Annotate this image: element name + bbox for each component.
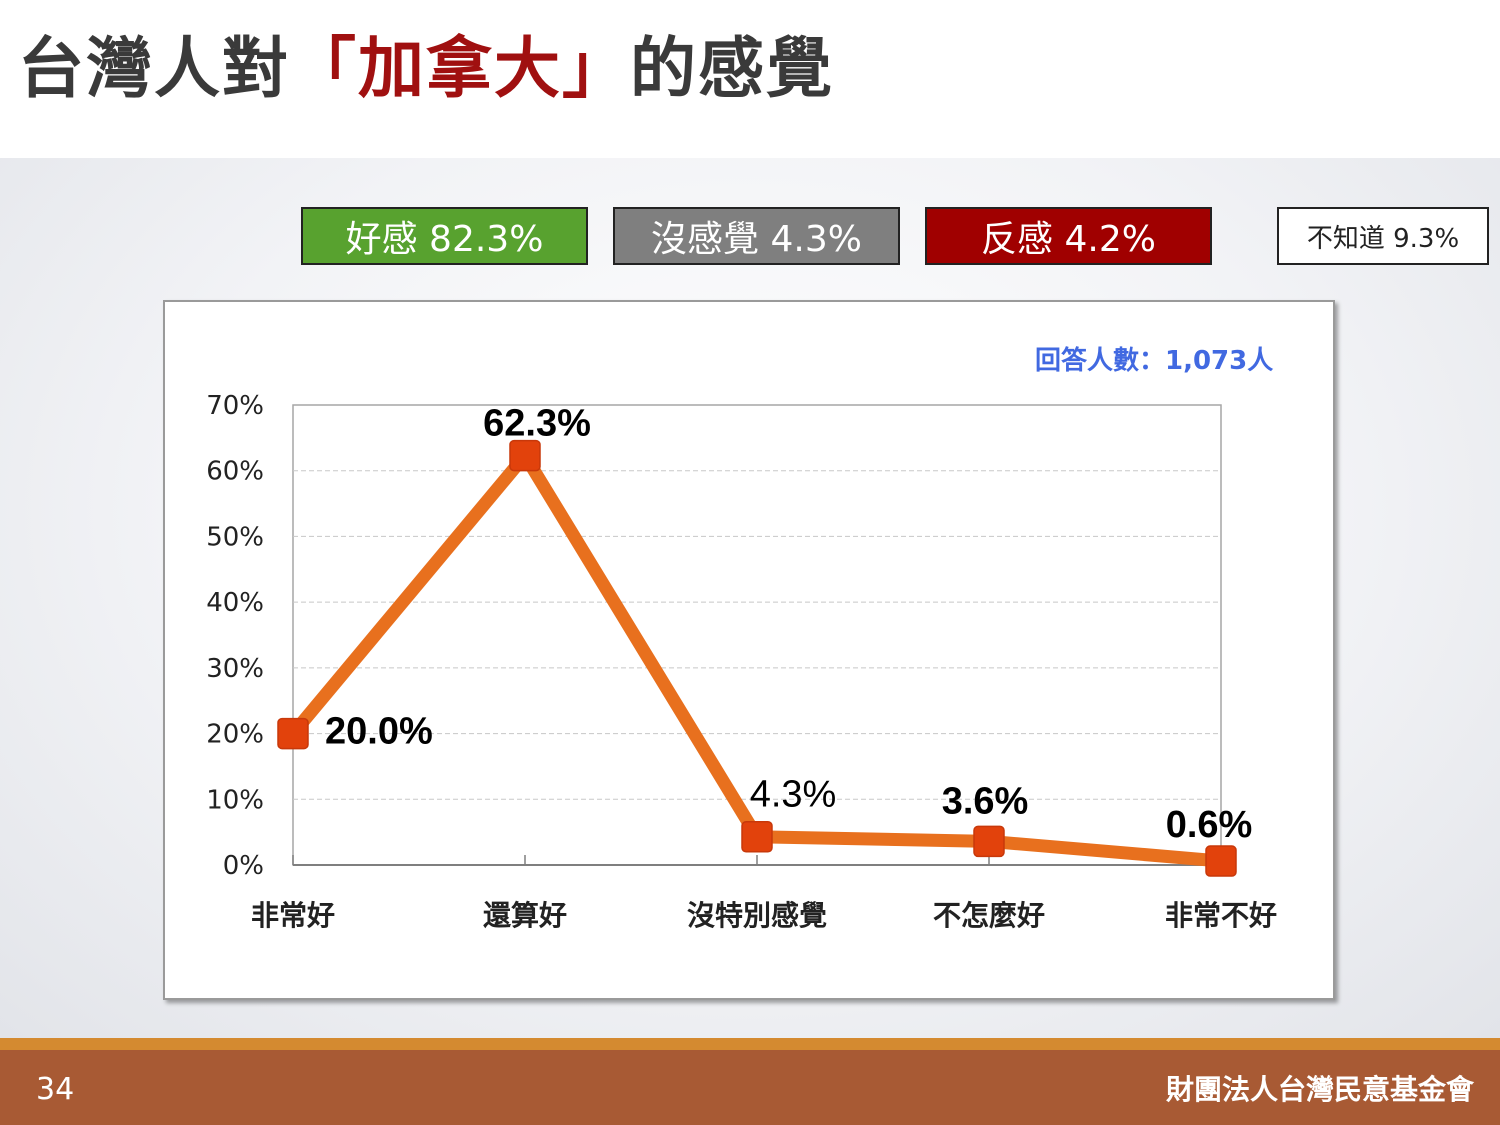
x-tick-label: 非常好 bbox=[251, 899, 335, 932]
y-tick-label: 0% bbox=[223, 851, 264, 881]
y-tick-label: 30% bbox=[206, 654, 264, 684]
x-tick-label: 還算好 bbox=[483, 899, 567, 932]
x-tick-label: 不怎麼好 bbox=[933, 899, 1045, 932]
y-tick-label: 70% bbox=[206, 391, 264, 421]
title-highlight: 「加拿大」 bbox=[290, 30, 630, 107]
data-point-marker bbox=[1205, 845, 1237, 877]
y-tick-label: 10% bbox=[206, 785, 264, 815]
data-label: 4.3% bbox=[750, 774, 837, 816]
data-point-marker bbox=[509, 439, 541, 472]
data-label: 3.6% bbox=[942, 780, 1029, 822]
title-suffix: 的感覺 bbox=[630, 30, 834, 107]
page-number: 34 bbox=[36, 1072, 75, 1107]
data-label: 0.6% bbox=[1166, 804, 1253, 846]
y-tick-label: 20% bbox=[206, 720, 264, 750]
x-tick-label: 沒特別感覺 bbox=[687, 899, 827, 932]
data-point-marker bbox=[741, 820, 773, 853]
y-tick-label: 60% bbox=[206, 457, 264, 487]
data-point-marker bbox=[277, 717, 309, 750]
favorable-badge: 好感 82.3% bbox=[301, 207, 588, 265]
organization-name: 財團法人台灣民意基金會 bbox=[1165, 1073, 1474, 1106]
neutral-badge: 沒感覺 4.3% bbox=[613, 207, 900, 265]
unknown-badge: 不知道 9.3% bbox=[1277, 207, 1489, 265]
unfavorable-badge: 反感 4.2% bbox=[925, 207, 1212, 265]
page-title: 台灣人對「加拿大」的感覺 bbox=[18, 36, 834, 102]
respondent-count: 回答人數：1,073人 bbox=[1035, 346, 1274, 376]
footer-bar bbox=[0, 1050, 1500, 1125]
title-bar: 台灣人對「加拿大」的感覺 bbox=[0, 0, 1500, 158]
data-point-marker bbox=[973, 825, 1005, 858]
y-tick-label: 50% bbox=[206, 522, 264, 552]
y-tick-label: 40% bbox=[206, 588, 264, 618]
x-tick-label: 非常不好 bbox=[1165, 899, 1277, 932]
title-prefix: 台灣人對 bbox=[18, 30, 290, 107]
data-label: 20.0% bbox=[325, 711, 433, 753]
footer-stripe bbox=[0, 1038, 1500, 1050]
data-label: 62.3% bbox=[483, 403, 591, 445]
